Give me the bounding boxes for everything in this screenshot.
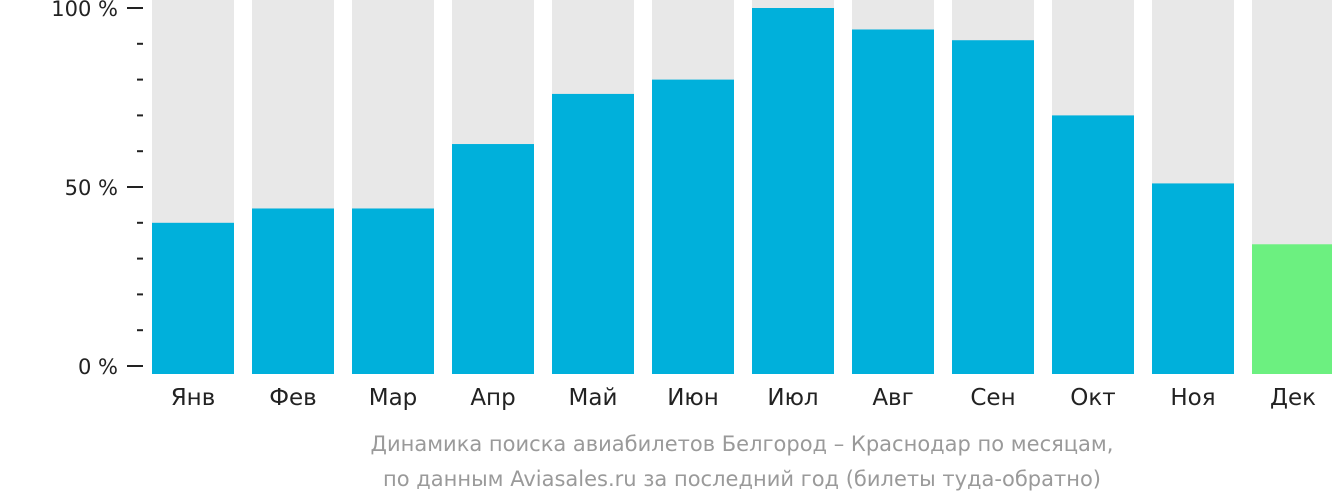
x-tick-label: Мар [369,385,418,411]
x-tick-label: Ноя [1170,385,1215,411]
bar-2[interactable] [252,208,334,374]
x-tick-label: Июл [767,385,818,411]
bar-chart: 0 % 50 % 100 % Янв Фев Мар Апр Май Июн Июл Авг Сен… [51,0,1332,411]
x-axis: Янв Фев Мар Апр Май Июн Июл Авг Сен Окт Ноя Дек [171,385,1316,411]
chart-caption-line-1: Динамика поиска авиабилетов Белгород – К… [370,432,1114,456]
bar-9[interactable] [952,40,1034,374]
y-tick-label: 0 % [78,355,118,379]
bar-4[interactable] [452,144,534,374]
x-tick-label: Янв [171,385,216,411]
bar-1[interactable] [152,222,234,374]
bars [152,0,1332,375]
y-tick-label: 100 % [51,0,118,21]
x-tick-label: Фев [269,385,317,411]
x-tick-label: Дек [1270,385,1316,411]
bar-11[interactable] [1152,183,1234,374]
x-tick-label: Авг [872,385,913,411]
y-tick-label: 50 % [65,176,118,200]
bar-3[interactable] [352,208,434,374]
chart-caption-line-2: по данным Aviasales.ru за последний год … [383,467,1101,491]
bar-12[interactable] [1252,244,1332,374]
x-tick-label: Июн [667,385,719,411]
x-tick-label: Апр [470,385,515,411]
x-tick-label: Май [569,385,618,411]
bar-10[interactable] [1052,115,1134,375]
x-tick-label: Сен [970,385,1015,411]
bar-8[interactable] [852,29,934,374]
x-tick-label: Окт [1070,385,1115,411]
bar-5[interactable] [552,93,634,375]
bar-6[interactable] [652,79,734,374]
y-axis: 0 % 50 % 100 % [51,0,143,379]
bar-7[interactable] [752,8,834,374]
